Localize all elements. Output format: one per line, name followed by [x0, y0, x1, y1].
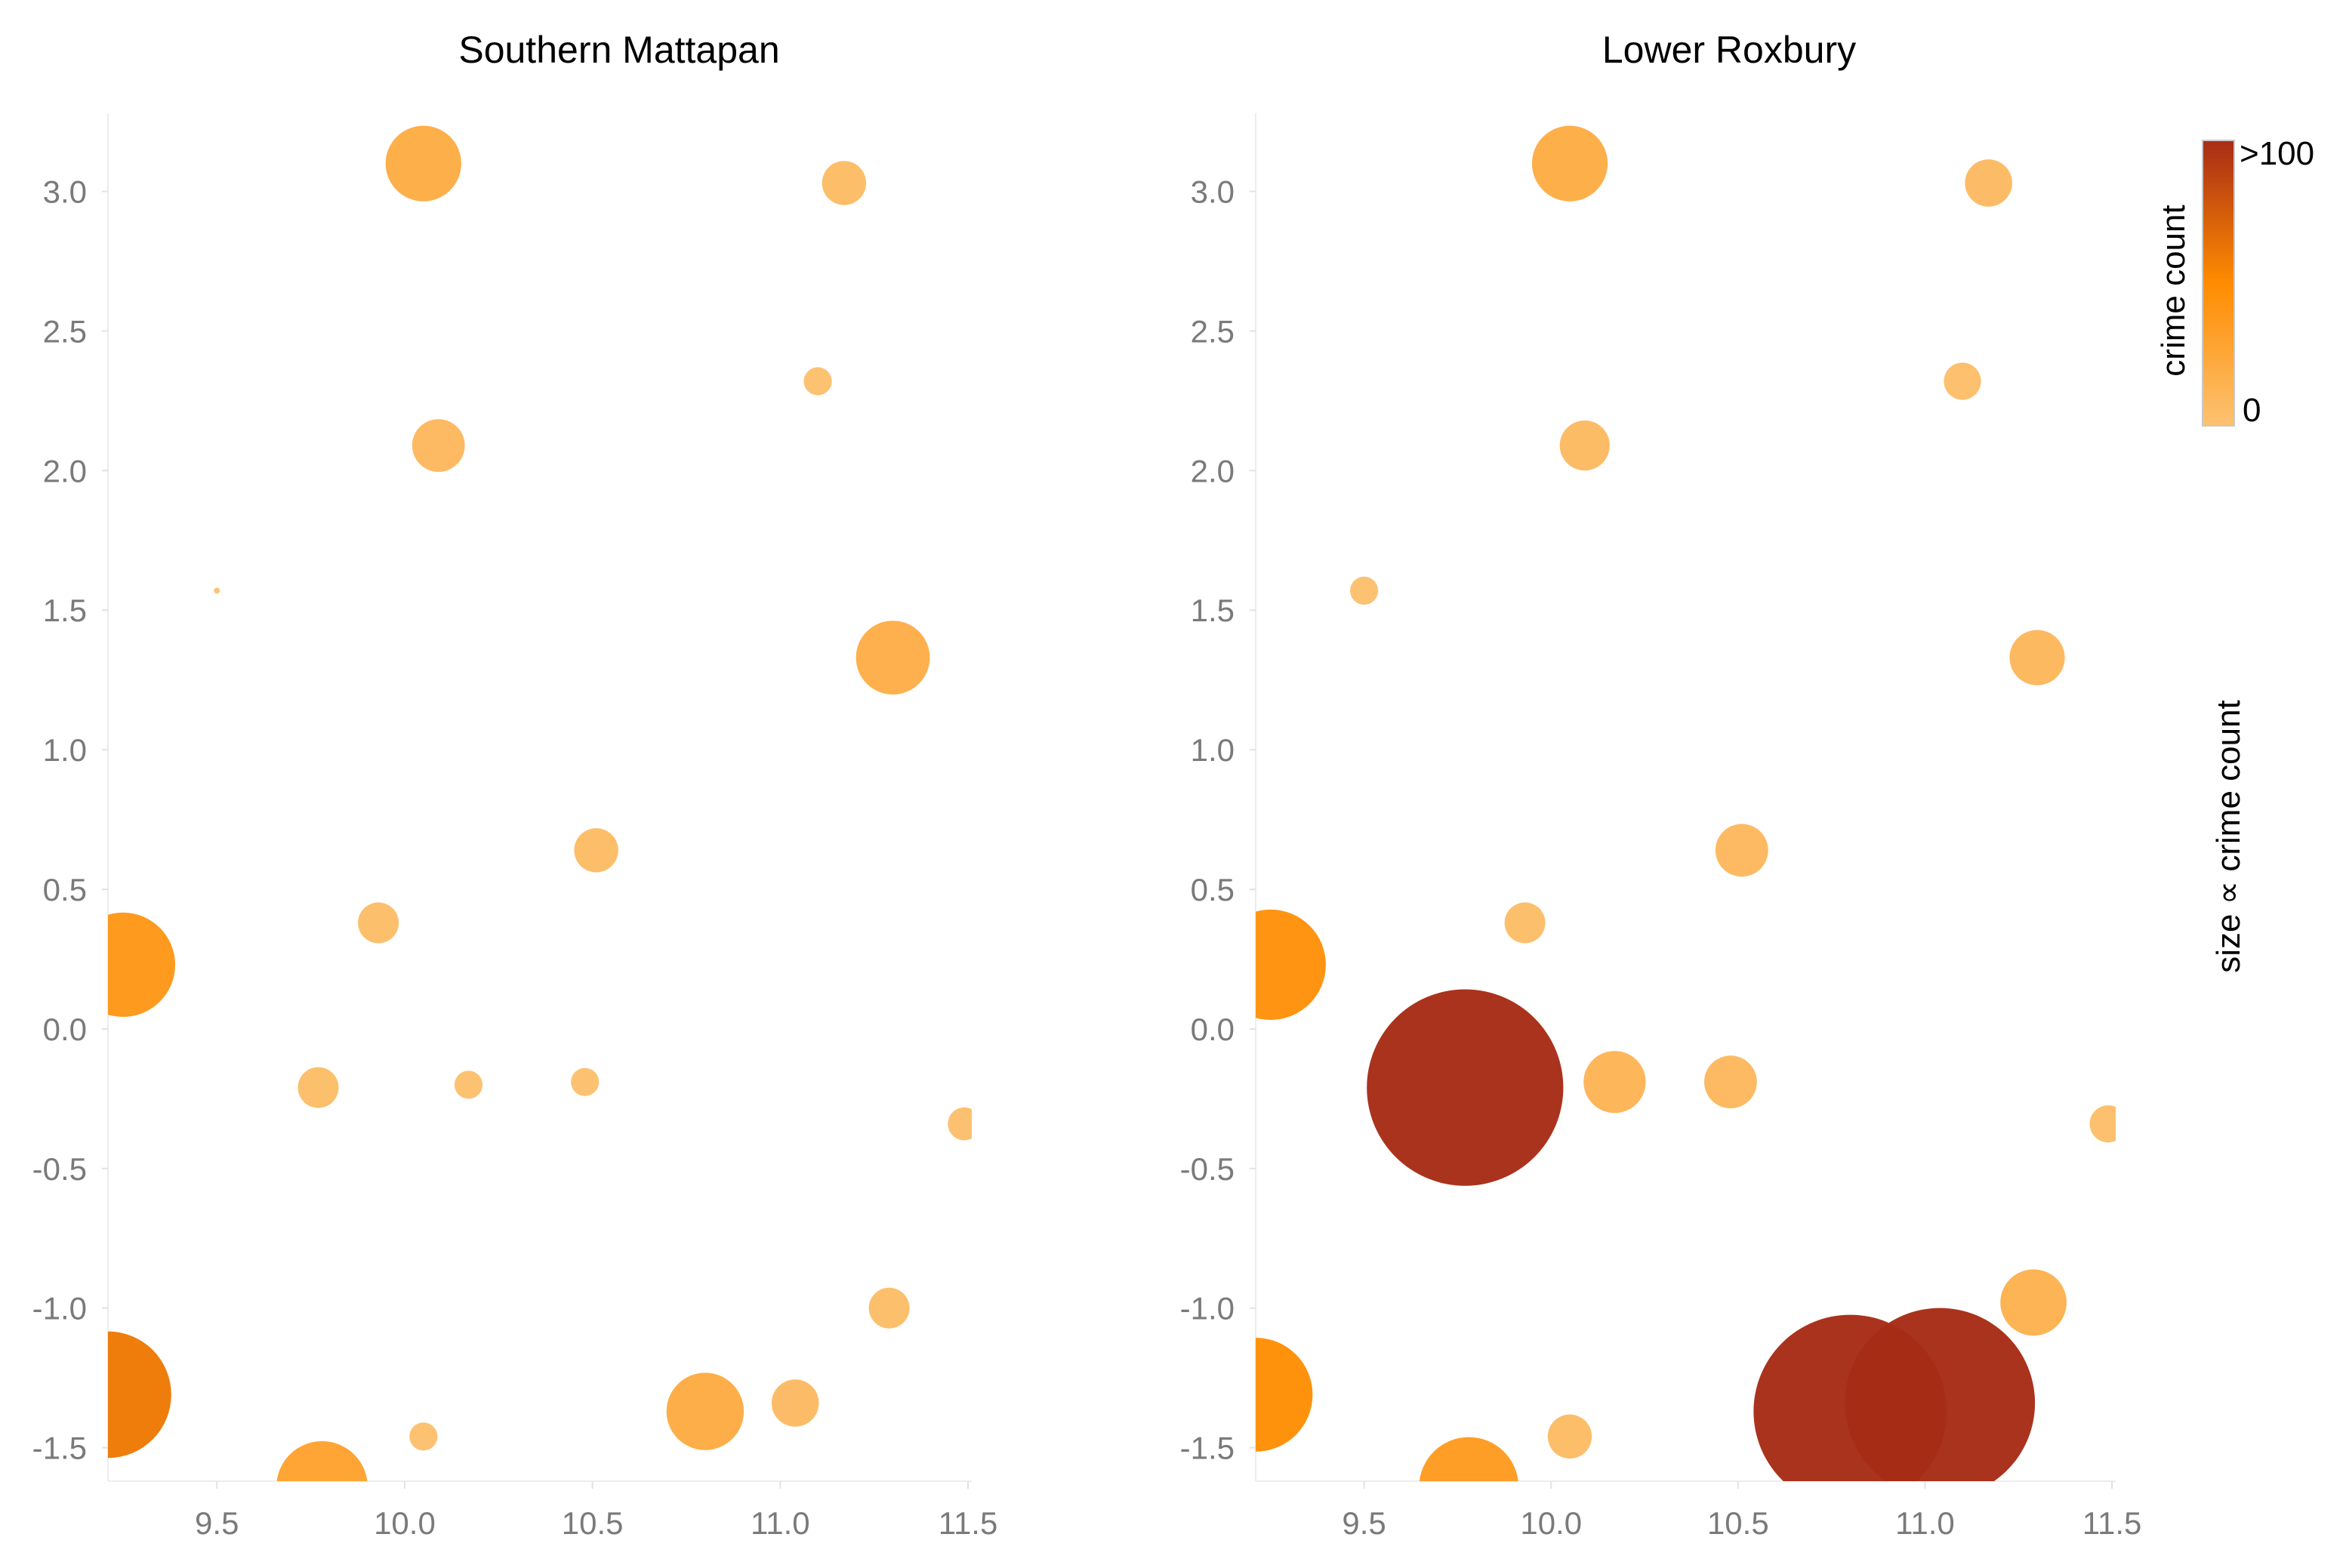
- colorbar: [2202, 140, 2235, 427]
- data-point: [1504, 902, 1546, 944]
- data-point: [868, 1287, 910, 1329]
- y-tick-label: -0.5: [32, 1151, 87, 1187]
- data-point: [2000, 1269, 2067, 1336]
- data-point: [358, 902, 399, 944]
- y-tick-label: 3.0: [43, 174, 87, 210]
- legend: >100 0 crime count size ∝ crime count: [2155, 135, 2314, 973]
- y-tick-label: 0.5: [1191, 872, 1235, 907]
- data-point: [771, 1379, 819, 1427]
- data-point: [1965, 159, 2012, 207]
- y-tick-label: -1.5: [32, 1431, 87, 1466]
- data-point: [276, 1441, 368, 1481]
- y-tick-label: 0.5: [43, 872, 87, 907]
- colorbar-max-label: >100: [2240, 135, 2314, 172]
- x-tick-label: 10.5: [562, 1505, 624, 1541]
- x-tick-label: 10.0: [374, 1505, 436, 1541]
- y-tick-label: 2.0: [1191, 453, 1235, 488]
- y-tick-label: 1.5: [43, 593, 87, 628]
- data-point: [297, 1067, 339, 1108]
- data-point: [2009, 630, 2065, 685]
- y-tick-label: 2.0: [43, 453, 87, 488]
- size-legend-title: size ∝ crime count: [2210, 700, 2247, 973]
- x-tick-label: 10.0: [1520, 1505, 1582, 1541]
- colorbar-min-label: 0: [2243, 392, 2261, 429]
- data-point: [108, 912, 175, 1017]
- data-point: [1531, 125, 1608, 202]
- panel-lower-roxbury: Lower Roxbury 3.0 2.5 2.0 1.5 1.0 0.5 0.0 -0.5 -…: [1180, 29, 2142, 1541]
- data-point: [1350, 576, 1379, 605]
- y-tick-label: -1.0: [32, 1291, 87, 1326]
- x-tick-label: 11.5: [2082, 1505, 2142, 1541]
- data-point: [1256, 1338, 1313, 1452]
- data-point: [571, 1067, 600, 1096]
- data-point: [1845, 1308, 2036, 1481]
- y-tick-label: 1.0: [43, 732, 87, 768]
- panel-southern-mattapan: Southern Mattapan 3.0 2.5 2.0 1.5 1.0 0.5 0.0 -…: [32, 29, 998, 1541]
- y-tick-label: 0.0: [43, 1012, 87, 1047]
- y-tick-label: 3.0: [1191, 174, 1235, 210]
- data-point: [1715, 824, 1768, 877]
- y-tick-label: 2.5: [43, 313, 87, 349]
- data-point: [1256, 909, 1326, 1020]
- y-tick-label: 0.0: [1191, 1012, 1235, 1047]
- data-point: [822, 161, 867, 205]
- x-tick-label: 11.5: [939, 1505, 998, 1541]
- x-tick-label: 9.5: [195, 1505, 239, 1541]
- chart-title: Lower Roxbury: [1602, 29, 1856, 71]
- data-point: [1583, 1051, 1646, 1114]
- data-point: [1704, 1055, 1757, 1109]
- data-point: [855, 621, 930, 695]
- data-point: [454, 1070, 483, 1099]
- y-tick-label: -1.0: [1180, 1291, 1235, 1326]
- y-tick-label: 2.5: [1191, 313, 1235, 349]
- y-tick-label: -1.5: [1180, 1431, 1235, 1466]
- data-point: [1547, 1414, 1592, 1459]
- data-point: [214, 587, 220, 594]
- data-point: [803, 367, 832, 396]
- chart-title: Southern Mattapan: [458, 29, 779, 71]
- bubble-group: [1256, 125, 2116, 1481]
- colorbar-title: crime count: [2155, 205, 2192, 376]
- y-tick-label: 1.0: [1191, 732, 1235, 768]
- y-tick-label: 1.5: [1191, 593, 1235, 628]
- data-point: [108, 1331, 171, 1459]
- data-point: [1559, 420, 1610, 471]
- data-point: [948, 1107, 972, 1141]
- data-point: [1419, 1437, 1518, 1481]
- data-point: [1944, 362, 1981, 400]
- x-tick-label: 10.5: [1707, 1505, 1769, 1541]
- data-point: [385, 125, 461, 202]
- data-point: [574, 828, 618, 873]
- x-tick-label: 11.0: [1895, 1505, 1955, 1541]
- data-point: [409, 1422, 438, 1451]
- data-point: [2089, 1105, 2116, 1143]
- bubble-group: [108, 125, 972, 1481]
- data-point: [412, 419, 465, 472]
- y-tick-label: -0.5: [1180, 1151, 1235, 1187]
- x-tick-label: 9.5: [1342, 1505, 1386, 1541]
- data-point: [1367, 989, 1564, 1186]
- data-point: [666, 1372, 744, 1450]
- x-tick-label: 11.0: [751, 1505, 810, 1541]
